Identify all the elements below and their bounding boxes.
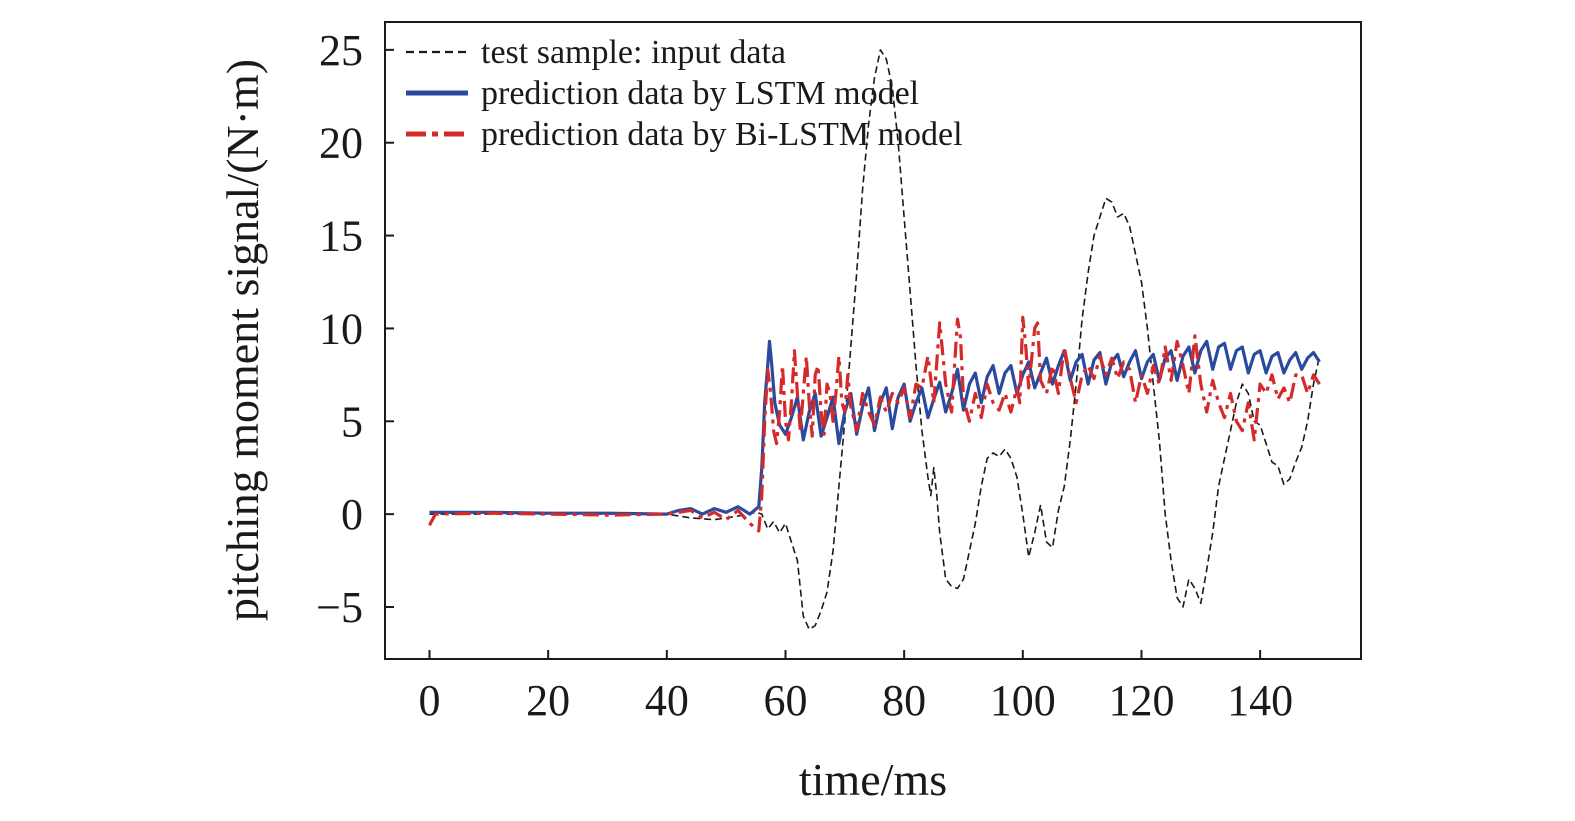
legend-label: test sample: input data [481, 34, 786, 71]
y-tick-label: 25 [319, 26, 363, 75]
axis-ticks: 0 20 40 60 80 100 120 140 −5 0 5 10 15 20 25 [316, 26, 1293, 725]
y-axis-label: pitching moment signal/(N·m) [217, 59, 268, 621]
legend: test sample: input data prediction data b… [406, 34, 963, 153]
series-line-1 [429, 49, 1321, 631]
plot-frame [384, 21, 1362, 660]
y-tick-label: 5 [341, 397, 363, 446]
series-line-3 [428, 315, 1321, 533]
y-tick-label: 20 [319, 119, 363, 168]
x-tick-label: 100 [990, 676, 1056, 725]
legend-label: prediction data by Bi-LSTM model [481, 116, 963, 153]
x-axis-label: time/ms [799, 754, 947, 805]
x-tick-label: 0 [418, 676, 440, 725]
y-tick-label: 10 [319, 304, 363, 353]
legend-label: prediction data by LSTM model [481, 75, 919, 112]
x-tick-label: 20 [526, 676, 570, 725]
plot-area [428, 49, 1321, 631]
x-tick-label: 120 [1108, 676, 1174, 725]
y-tick-label: 0 [341, 490, 363, 539]
y-tick-label: 15 [319, 212, 363, 261]
x-tick-label: 40 [645, 676, 689, 725]
x-tick-label: 60 [763, 676, 807, 725]
series-line-2 [429, 339, 1321, 516]
x-tick-label: 80 [882, 676, 926, 725]
x-tick-label: 140 [1227, 676, 1293, 725]
y-tick-label: −5 [316, 583, 363, 632]
